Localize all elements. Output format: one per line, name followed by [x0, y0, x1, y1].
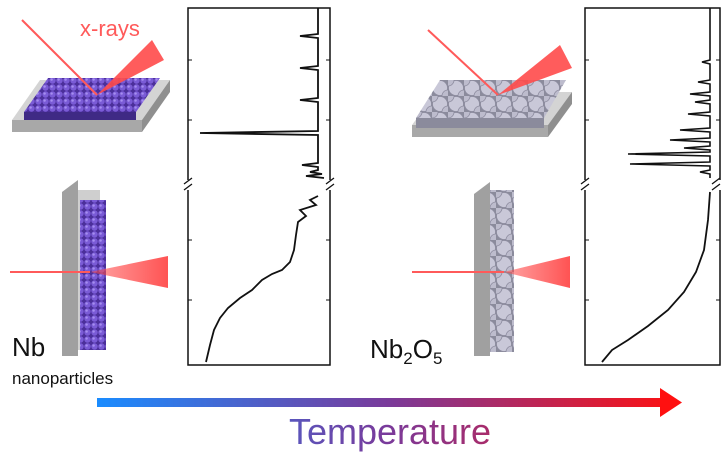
nb-film-illustration: [12, 19, 170, 132]
label-part: Nb: [370, 334, 403, 364]
label-part: 2: [403, 349, 412, 368]
nb-side-illustration: [10, 180, 168, 356]
nb2o5-side-illustration: [412, 182, 570, 356]
nb2o5-label: Nb2O5: [370, 334, 442, 368]
label-part: O: [413, 334, 433, 364]
temperature-arrow: [97, 388, 682, 417]
label-part: 5: [433, 349, 442, 368]
nanoparticles-label: nanoparticles: [12, 369, 113, 388]
temperature-label: Temperature: [289, 411, 491, 452]
nb-scattering-plot: [182, 7, 336, 366]
nb-label: Nb: [12, 332, 45, 362]
nb2o5-scattering-plot: [579, 7, 726, 366]
nb2o5-film-illustration: [412, 29, 572, 137]
xrays-label: x-rays: [80, 16, 140, 41]
